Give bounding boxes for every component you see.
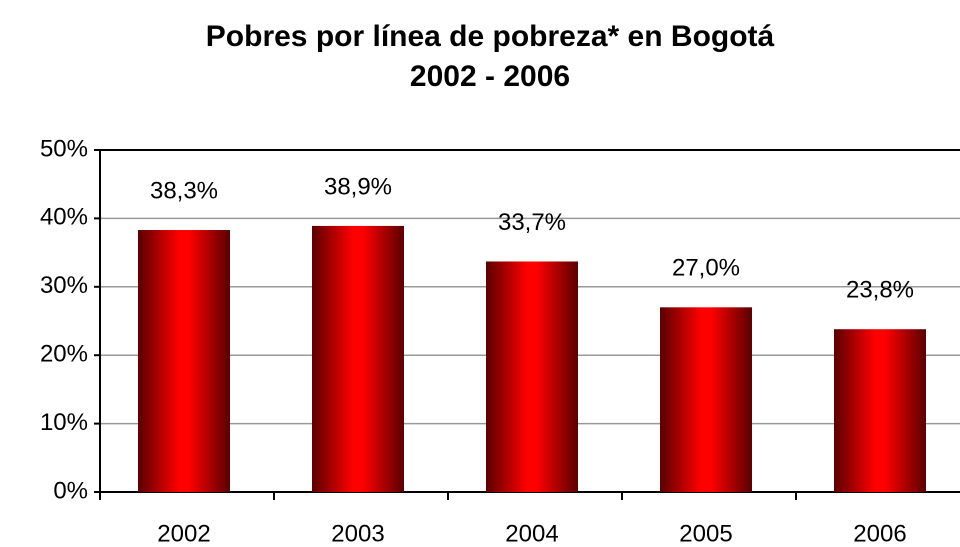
bar: [486, 261, 578, 492]
x-tick-label: 2006: [853, 520, 906, 547]
x-tick-label: 2002: [157, 520, 210, 547]
chart-title: Pobres por línea de pobreza* en Bogotá: [206, 20, 775, 53]
data-label: 38,3%: [150, 177, 218, 204]
x-tick-label: 2003: [331, 520, 384, 547]
bar: [834, 329, 926, 492]
y-tick-label: 0%: [53, 477, 88, 504]
data-label: 38,9%: [324, 173, 392, 200]
y-tick-label: 30%: [40, 272, 88, 299]
data-label: 33,7%: [498, 209, 566, 236]
chart-subtitle: 2002 - 2006: [410, 60, 570, 93]
y-tick-label: 50%: [40, 135, 88, 162]
data-label: 27,0%: [672, 255, 740, 282]
x-tick-label: 2005: [679, 520, 732, 547]
y-tick-label: 40%: [40, 204, 88, 231]
bar: [312, 225, 404, 492]
bar: [660, 307, 752, 492]
x-tick-label: 2004: [505, 520, 558, 547]
y-tick-label: 20%: [40, 341, 88, 368]
data-label: 23,8%: [846, 277, 914, 304]
bar: [138, 230, 230, 492]
y-tick-label: 10%: [40, 409, 88, 436]
